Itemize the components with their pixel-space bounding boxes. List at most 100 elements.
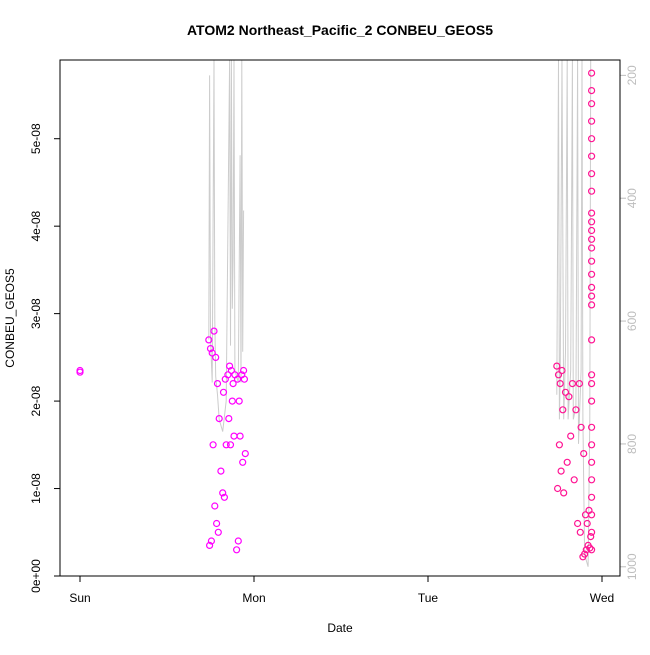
data-point <box>240 375 248 383</box>
altitude-line-segment <box>556 60 592 567</box>
y-tick-label: 5e-08 <box>29 123 43 154</box>
data-points-layer <box>76 69 596 561</box>
data-point <box>555 441 564 449</box>
data-point <box>227 366 235 375</box>
data-point <box>572 406 580 414</box>
data-point <box>587 117 596 125</box>
y2-tick-label: 600 <box>625 311 639 331</box>
data-point <box>587 283 596 291</box>
data-point <box>229 380 237 388</box>
data-point <box>587 152 596 160</box>
data-point <box>211 502 219 510</box>
data-point <box>587 511 596 519</box>
data-point <box>234 537 242 545</box>
data-point <box>587 493 596 501</box>
data-point <box>587 86 596 95</box>
data-point <box>560 489 568 497</box>
data-point <box>576 528 584 536</box>
data-point <box>587 397 596 405</box>
data-point <box>214 528 222 536</box>
data-point <box>222 441 230 449</box>
data-point <box>582 546 590 554</box>
data-point <box>553 484 562 493</box>
data-point <box>563 458 571 466</box>
data-point <box>226 441 235 449</box>
data-point <box>208 349 216 357</box>
data-point <box>558 366 566 375</box>
data-point <box>565 393 573 401</box>
data-point <box>209 441 217 449</box>
data-point <box>577 423 585 431</box>
data-point <box>240 366 248 375</box>
data-point <box>587 187 596 195</box>
data-point <box>205 336 213 344</box>
data-point <box>224 371 232 379</box>
data-point <box>213 519 221 528</box>
data-point <box>573 519 582 528</box>
data-point <box>553 362 561 370</box>
altitude-line-layer <box>208 60 592 567</box>
data-point <box>219 489 227 497</box>
data-point <box>206 541 214 550</box>
data-point <box>235 397 243 405</box>
data-point <box>587 226 596 235</box>
data-point <box>76 368 84 376</box>
data-point <box>587 244 596 252</box>
data-point <box>587 69 596 77</box>
data-point <box>225 415 233 423</box>
y-axis-label: CONBEU_GEOS5 <box>3 268 17 368</box>
data-point <box>587 528 596 536</box>
data-point <box>587 380 596 388</box>
data-point <box>233 546 241 554</box>
data-point <box>228 397 236 405</box>
data-point <box>236 432 244 440</box>
data-point <box>587 135 596 143</box>
data-point <box>217 467 225 475</box>
data-point <box>587 441 596 449</box>
data-point <box>587 292 596 300</box>
data-point <box>587 476 596 484</box>
data-point <box>587 546 596 554</box>
y-tick-label: 4e-08 <box>29 211 43 242</box>
data-point <box>587 218 596 226</box>
data-point <box>206 345 215 353</box>
data-point <box>556 380 564 388</box>
chart-title: ATOM2 Northeast_Pacific_2 CONBEU_GEOS5 <box>187 22 493 38</box>
data-point <box>239 458 247 466</box>
data-point <box>586 544 594 552</box>
data-point <box>587 371 596 379</box>
data-point <box>587 235 596 243</box>
data-point <box>557 467 565 475</box>
data-point <box>587 257 596 265</box>
data-point <box>207 537 215 545</box>
data-point <box>587 336 596 344</box>
data-point <box>220 493 228 501</box>
x-tick-label: Tue <box>418 591 439 605</box>
x-tick-label: Sun <box>69 591 90 605</box>
data-point <box>587 458 596 466</box>
y-tick-label: 2e-08 <box>29 385 43 416</box>
plot-frame <box>59 59 621 577</box>
data-point <box>575 380 584 388</box>
data-point <box>587 301 596 309</box>
data-point <box>587 270 596 278</box>
x-axis-label: Date <box>327 621 353 635</box>
data-point <box>226 362 234 370</box>
y2-tick-label: 200 <box>625 65 639 85</box>
data-point <box>219 388 228 396</box>
data-point <box>559 406 567 414</box>
data-point <box>212 353 220 361</box>
y2-tick-label: 400 <box>625 188 639 208</box>
data-point <box>233 375 242 383</box>
x-tick-label: Mon <box>242 591 265 605</box>
data-point <box>554 371 563 379</box>
data-point <box>215 415 223 423</box>
data-point <box>241 450 249 458</box>
data-point <box>583 519 591 528</box>
data-point <box>570 476 578 484</box>
data-point <box>580 550 589 558</box>
data-point <box>587 100 596 108</box>
data-point <box>230 432 238 440</box>
